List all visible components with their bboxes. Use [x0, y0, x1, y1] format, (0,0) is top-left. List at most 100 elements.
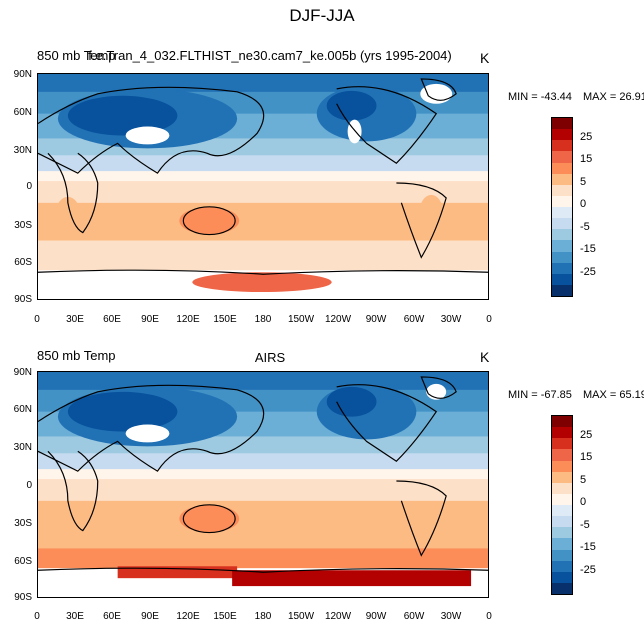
panel2-colorbar-label: -25	[580, 564, 596, 576]
panel1-right-label: K	[480, 50, 490, 66]
panel2-lat-tick: 90S	[14, 592, 32, 603]
panel1-max-label: MAX = 26.91	[583, 91, 644, 103]
panel1-lat-tick: 30S	[14, 220, 32, 231]
colorbar-swatch	[552, 140, 572, 152]
panel2-colorbar-label: 5	[580, 474, 587, 486]
colorbar-swatch	[552, 195, 572, 207]
panel1-lat-tick: 90S	[14, 294, 32, 305]
panel2-lon-tick: 180	[254, 611, 272, 622]
panel1-lon-tick: 90E	[141, 314, 159, 325]
panel2-map	[37, 371, 489, 598]
panel1-lon-tick: 150E	[213, 314, 237, 325]
panel1-min-label: MIN = -43.44	[508, 91, 572, 103]
panel1-lon-tick: 0	[486, 314, 492, 325]
panel1-colorbar-label: 15	[580, 153, 593, 165]
colorbar-swatch	[552, 449, 572, 461]
panel1-lat-tick: 30N	[13, 145, 32, 156]
panel1-colorbar-label: -25	[580, 266, 596, 278]
colorbar-swatch	[552, 173, 572, 185]
panel2-lon-tick: 0	[34, 611, 40, 622]
colorbar-swatch	[552, 516, 572, 528]
colorbar-swatch	[552, 262, 572, 274]
panel2-lon-tick: 120E	[176, 611, 200, 622]
panel2-lat-tick: 30N	[13, 442, 32, 453]
panel2-colorbar-label: -5	[580, 519, 590, 531]
panel1-lon-tick: 0	[34, 314, 40, 325]
colorbar-swatch	[552, 438, 572, 450]
colorbar-swatch	[552, 284, 572, 296]
panel2-max-label: MAX = 65.19	[583, 389, 644, 401]
colorbar-swatch	[552, 560, 572, 572]
colorbar-swatch	[552, 162, 572, 174]
panel1-colorbar-label: -5	[580, 221, 590, 233]
colorbar-swatch	[552, 251, 572, 263]
panel2-colorbar-label: 15	[580, 451, 593, 463]
panel2-lat-tick: 60S	[14, 556, 32, 567]
panel2-map-field	[38, 372, 488, 597]
panel2-colorbar	[551, 415, 573, 595]
panel2-lon-tick: 0	[486, 611, 492, 622]
colorbar-swatch	[552, 229, 572, 241]
colorbar-swatch	[552, 549, 572, 561]
panel1-lon-tick: 30E	[66, 314, 84, 325]
panel1-lat-tick: 60S	[14, 257, 32, 268]
panel1-colorbar-label: 5	[580, 176, 587, 188]
colorbar-swatch	[552, 427, 572, 439]
colorbar-swatch	[552, 505, 572, 517]
colorbar-swatch	[552, 493, 572, 505]
colorbar-swatch	[552, 129, 572, 141]
panel2-lon-tick: 60E	[103, 611, 121, 622]
panel1-lon-tick: 90W	[365, 314, 387, 325]
panel1-map-field	[38, 74, 488, 299]
colorbar-swatch	[552, 218, 572, 230]
colorbar-swatch	[552, 571, 572, 583]
colorbar-swatch	[552, 582, 572, 594]
panel1-lon-tick: 30W	[440, 314, 462, 325]
panel2-lat-tick: 90N	[13, 367, 32, 378]
panel1-map	[37, 73, 489, 300]
panel2-lon-tick: 90E	[141, 611, 159, 622]
panel2-lon-tick: 90W	[365, 611, 387, 622]
panel1-colorbar	[551, 117, 573, 297]
panel2-min-label: MIN = -67.85	[508, 389, 572, 401]
panel1-lon-tick: 120W	[324, 314, 352, 325]
panel2-center-label: AIRS	[254, 350, 286, 365]
colorbar-swatch	[552, 527, 572, 539]
colorbar-swatch	[552, 273, 572, 285]
panel1-colorbar-label: 25	[580, 131, 593, 143]
panel2-lon-tick: 30E	[66, 611, 84, 622]
panel1-lon-tick: 60W	[403, 314, 425, 325]
panel2-left-label: 850 mb Temp	[37, 348, 116, 363]
panel2-right-label: K	[480, 349, 490, 365]
panel1-lon-tick: 180	[254, 314, 272, 325]
colorbar-swatch	[552, 118, 572, 130]
colorbar-swatch	[552, 482, 572, 494]
panel1-lon-tick: 150W	[287, 314, 315, 325]
colorbar-swatch	[552, 538, 572, 550]
panel2-lat-tick: 30S	[14, 518, 32, 529]
colorbar-swatch	[552, 207, 572, 219]
panel1-colorbar-label: 0	[580, 198, 587, 210]
panel2-lon-tick: 150W	[287, 611, 315, 622]
panel1-center-label: f.e.Tran_4_032.FLTHIST_ne30.cam7_ke.005b…	[88, 48, 452, 63]
panel2-lon-tick: 150E	[213, 611, 237, 622]
colorbar-swatch	[552, 240, 572, 252]
panel1-colorbar-label: -15	[580, 243, 596, 255]
panel1-lat-tick: 0	[26, 181, 32, 192]
colorbar-swatch	[552, 184, 572, 196]
panel1-lon-tick: 120E	[176, 314, 200, 325]
panel1-lon-tick: 60E	[103, 314, 121, 325]
panel2-lon-tick: 60W	[403, 611, 425, 622]
panel1-left-label: 850 mb Temp	[37, 48, 116, 63]
colorbar-swatch	[552, 416, 572, 428]
panel2-lat-tick: 60N	[13, 404, 32, 415]
panel1-lat-tick: 90N	[13, 69, 32, 80]
colorbar-swatch	[552, 151, 572, 163]
panel2-colorbar-label: -15	[580, 541, 596, 553]
panel2-lon-tick: 120W	[324, 611, 352, 622]
panel2-lon-tick: 30W	[440, 611, 462, 622]
colorbar-swatch	[552, 460, 572, 472]
panel2-colorbar-label: 25	[580, 429, 593, 441]
panel2-lat-tick: 0	[26, 480, 32, 491]
colorbar-swatch	[552, 471, 572, 483]
